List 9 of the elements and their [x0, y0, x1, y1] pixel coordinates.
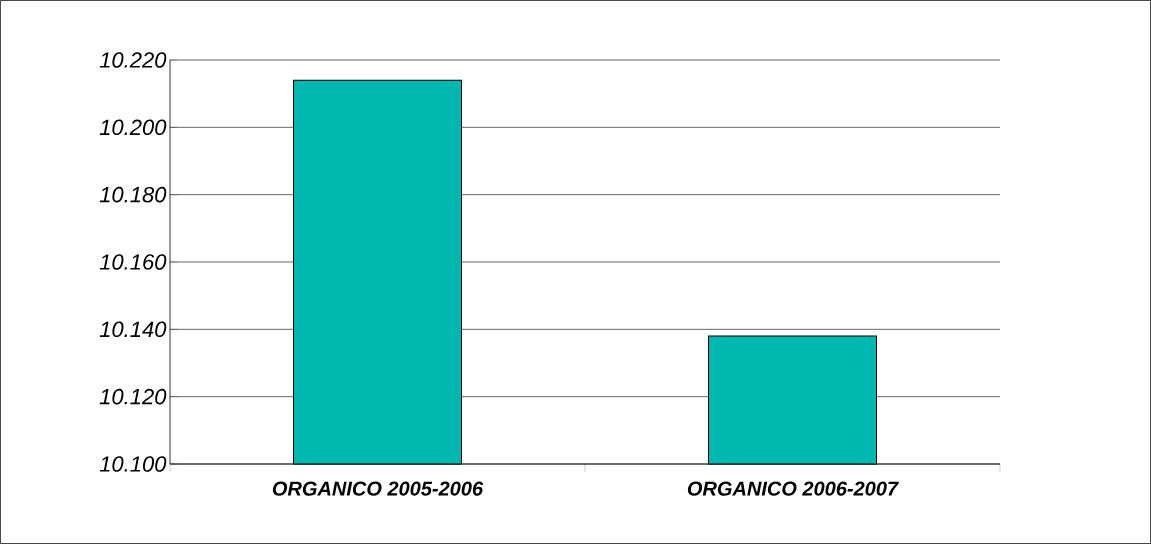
y-tick-label: 10.100	[99, 456, 167, 472]
x-tick-label: ORGANICO 2005-2006	[272, 481, 484, 496]
x-tick-label: ORGANICO 2006-2007	[687, 481, 899, 496]
y-tick-label: 10.220	[99, 52, 167, 68]
y-tick-label: 10.120	[99, 388, 167, 405]
y-tick-label: 10.160	[99, 254, 167, 270]
y-tick-label: 10.180	[99, 186, 167, 203]
y-tick-label: 10.200	[99, 119, 167, 136]
y-tick-label: 10.140	[99, 321, 167, 338]
